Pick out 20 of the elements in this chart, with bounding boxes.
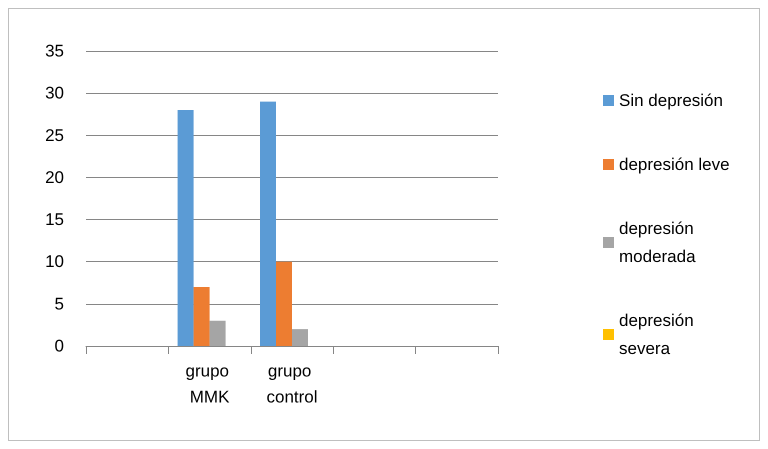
- y-tick-label: 5: [54, 294, 64, 314]
- y-tick-label: 30: [45, 84, 64, 103]
- y-tick-label: 20: [45, 168, 64, 187]
- bar: [276, 262, 292, 346]
- y-tick-label: 25: [45, 126, 64, 145]
- legend-label: depresión severa: [619, 311, 698, 358]
- bar: [292, 329, 308, 346]
- bar: [178, 110, 194, 346]
- legend-label: Sin depresión: [619, 91, 723, 110]
- legend-label: depresión moderada: [619, 219, 698, 266]
- y-tick-label: 0: [54, 336, 64, 356]
- legend-label: depresión leve: [619, 155, 730, 174]
- x-tick-label: grupo control: [266, 362, 318, 406]
- x-tick-label: grupo MMK: [186, 362, 234, 406]
- bar: [260, 102, 276, 346]
- bar: [194, 287, 210, 346]
- y-tick-label: 10: [45, 252, 64, 272]
- y-tick-label: 35: [45, 42, 64, 60]
- bar: [210, 320, 226, 346]
- y-tick-label: 15: [45, 210, 64, 230]
